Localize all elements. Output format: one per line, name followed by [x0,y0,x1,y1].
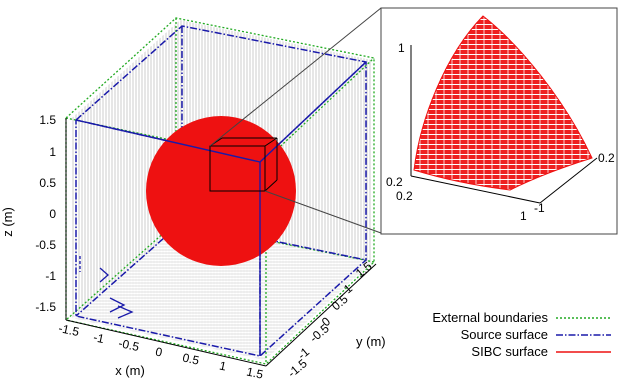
inset-tick-label: 1 [398,41,405,55]
inset-tick-label: 0.2 [598,151,615,165]
main-plot: 1.5 1 0.5 0 -0.5 -1 -1.5 z (m) -1.5 -1 -… [0,7,386,382]
z-tick-label: 0.5 [39,176,56,190]
inset-plot: 1 0.2 0.2 0.2 1 -1 [380,7,618,235]
floor-arrow-marks [79,256,134,319]
inset-tick-label: 0.2 [386,175,403,189]
x-axis-ticks: -1.5 -1 -0.5 0 0.5 1 1.5 [57,321,265,382]
axes-frame [65,118,377,367]
inset-tick-label: -1 [534,201,545,215]
z-tick-label: -0.5 [35,238,56,252]
x-tick-label: 1 [218,359,228,374]
inset-tick-label: 1 [520,209,527,223]
z-tick-label: -1 [45,269,56,283]
legend-label-external: External boundaries [432,310,548,325]
x-axis-label: x (m) [115,363,145,378]
inset-sibc-patch [413,15,593,191]
floor-mesh [72,225,372,360]
zoom-connector-lines [209,7,382,234]
x-tick-label: -1.5 [57,321,80,339]
z-tick-label: 0 [49,207,56,221]
inset-axes [410,45,598,204]
x-tick-label: 0 [154,345,164,360]
zoom-box [209,137,278,192]
z-tick-label: 1 [49,145,56,159]
z-axis-ticks: 1.5 1 0.5 0 -0.5 -1 -1.5 [35,113,56,314]
x-tick-label: 0.5 [181,351,201,368]
source-surface-front-edges [75,61,367,356]
z-tick-label: 1.5 [39,113,56,127]
inset-tick-label: 0.2 [396,189,413,203]
x-tick-label: -1 [92,330,106,346]
z-tick-label: -1.5 [35,300,56,314]
legend-label-source: Source surface [461,327,548,342]
legend: External boundaries Source surface SIBC … [432,310,611,359]
x-tick-label: -0.5 [117,336,140,354]
legend-label-sibc: SIBC surface [471,344,548,359]
y-axis-label: y (m) [356,334,386,349]
z-axis-label: z (m) [0,207,15,237]
x-tick-label: 1.5 [245,365,265,382]
